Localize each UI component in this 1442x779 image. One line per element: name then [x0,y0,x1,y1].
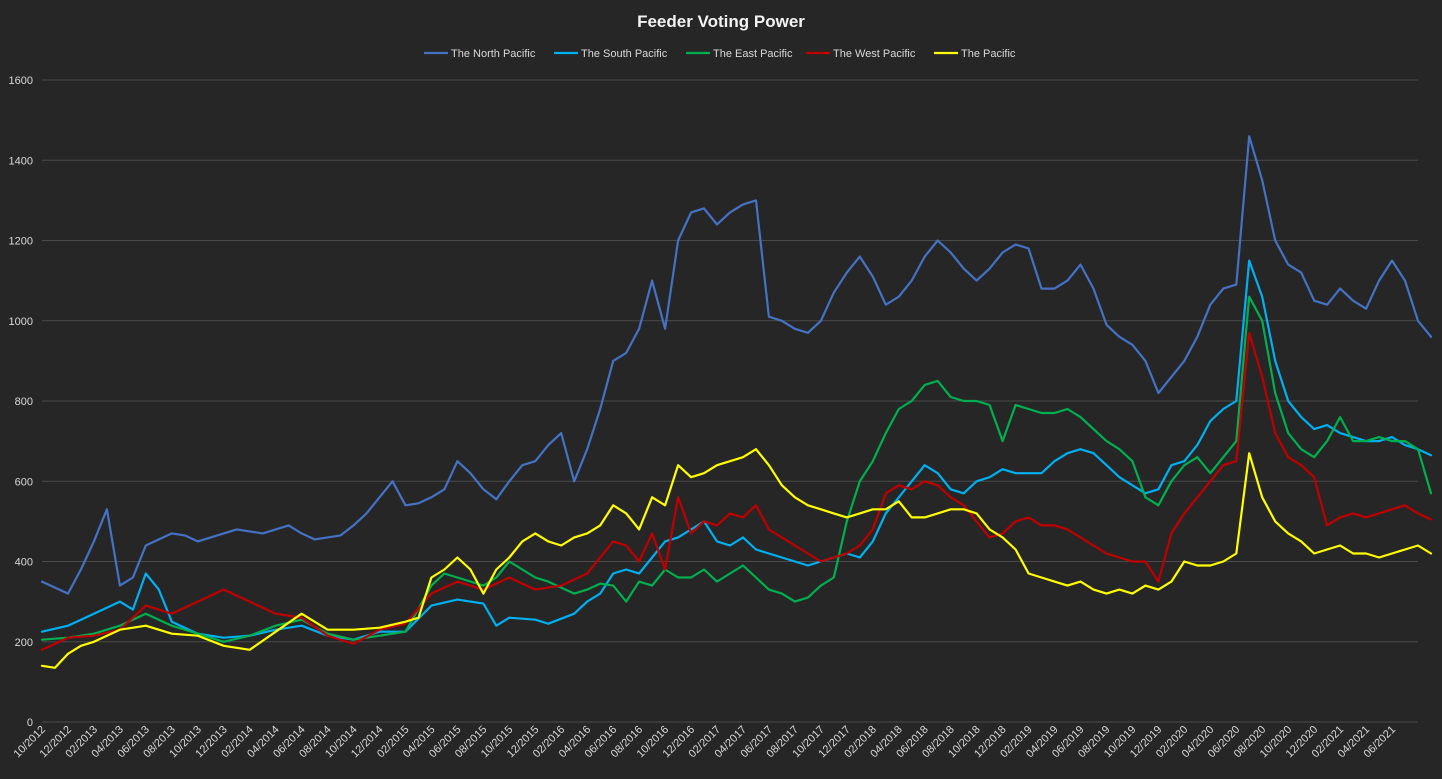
y-tick-label: 400 [15,557,33,569]
y-tick-label: 600 [15,476,33,488]
series-line [40,331,1433,651]
gridlines [42,79,1418,723]
y-tick-label: 1400 [9,155,33,167]
y-tick-label: 0 [27,717,33,729]
legend-label: The East Pacific [713,48,793,60]
legend: The North Pacific The South Pacific The Ea… [424,48,1016,60]
y-tick-label: 800 [15,396,33,408]
y-tick-label: 200 [15,637,33,649]
chart-title: Feeder Voting Power [637,12,805,31]
y-tick-label: 1200 [9,236,33,248]
legend-label: The West Pacific [833,48,916,60]
series-line [40,135,1433,595]
y-tick-label: 1000 [9,316,33,328]
series-lines [40,135,1433,669]
legend-label: The North Pacific [451,48,536,60]
legend-label: The South Pacific [581,48,668,60]
y-axis-ticks: 0 200 400 600 800 1000 1200 1400 1600 [9,75,33,729]
legend-label: The Pacific [961,48,1016,60]
y-tick-label: 1600 [9,75,33,87]
series-line [40,295,1433,643]
series-line [40,448,1433,669]
